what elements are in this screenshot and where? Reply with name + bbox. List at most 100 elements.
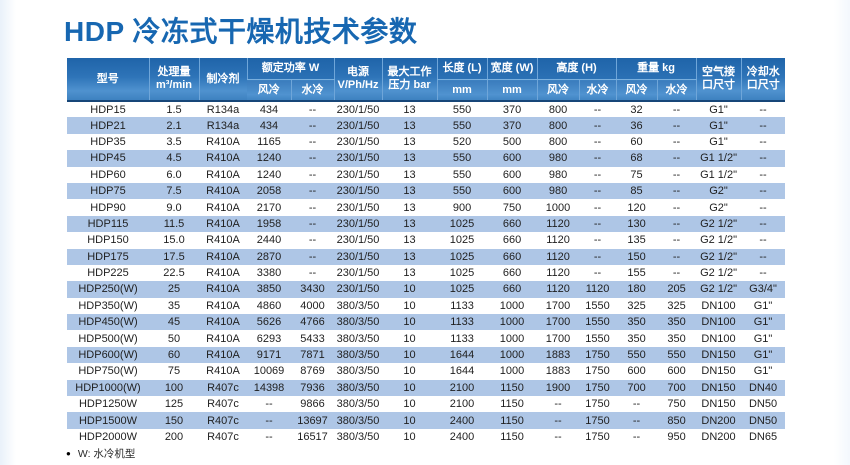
- table-cell: --: [593, 234, 602, 247]
- table-cell: DN150: [701, 349, 736, 362]
- table-row: HDP1250W 125 R407c -- 9866 380/3/50 10 2100 1150…: [67, 396, 785, 412]
- table-cell: --: [593, 135, 602, 148]
- table-cell: 500: [502, 135, 522, 148]
- table-cell: R410A: [206, 201, 240, 214]
- table-cell: HDP1000(W): [75, 381, 141, 394]
- table-cell: HDP600(W): [78, 349, 138, 362]
- header-width: 宽度 (W): [486, 58, 538, 80]
- table-cell: --: [672, 119, 681, 132]
- table-cell: 800: [548, 135, 568, 148]
- table-cell: 120: [627, 201, 646, 214]
- table-cell: 22.5: [163, 267, 185, 280]
- table-cell: HDP750(W): [78, 365, 138, 378]
- table-cell: DN150: [701, 398, 736, 411]
- table-cell: --: [265, 398, 273, 411]
- page-title: HDP 冷冻式干燥机技术参数: [64, 16, 418, 47]
- table-cell: 800: [548, 103, 568, 116]
- table-cell: --: [308, 201, 317, 214]
- table-cell: 1133: [450, 299, 474, 312]
- table-cell: 230/1/50: [336, 103, 380, 116]
- table-cell: 1133: [450, 316, 474, 329]
- table-cell: 550: [667, 349, 686, 362]
- table-cell: 380/3/50: [336, 349, 380, 362]
- table-cell: 3380: [256, 267, 282, 280]
- table-cell: R134a: [206, 103, 240, 116]
- table-cell: 1900: [545, 381, 571, 394]
- header-capacity: 处理量 m³/min: [148, 58, 199, 102]
- table-cell: R410A: [206, 250, 240, 263]
- table-cell: --: [308, 135, 317, 148]
- table-cell: 434: [259, 103, 279, 116]
- table-cell: 1240: [256, 152, 282, 165]
- table-cell: 10: [403, 316, 416, 329]
- table-cell: 32: [630, 103, 643, 116]
- table-cell: --: [554, 431, 562, 443]
- table-cell: 1750: [585, 431, 610, 443]
- table-cell: R410A: [206, 135, 240, 148]
- table-cell: 1120: [546, 250, 570, 263]
- table-cell: G1": [709, 135, 728, 148]
- table-cell: 1025: [449, 234, 475, 247]
- table-cell: 10: [403, 365, 416, 378]
- table-cell: G2": [709, 185, 728, 198]
- header-length-mm: mm: [436, 79, 488, 102]
- table-cell: 50: [167, 332, 181, 345]
- header-pressure-line2: 压力 bar: [388, 79, 431, 91]
- table-cell: --: [593, 185, 602, 198]
- table-cell: 434: [259, 119, 279, 132]
- table-cell: --: [593, 250, 602, 263]
- table-row: HDP2000W 200 R407c -- 16517 380/3/50 10 2400 115…: [67, 429, 785, 445]
- table-cell: --: [672, 135, 681, 148]
- table-cell: 35: [167, 299, 181, 312]
- header-rated-power: 额定功率 W: [246, 58, 335, 80]
- table-cell: --: [308, 152, 317, 165]
- table-cell: 150: [164, 414, 184, 427]
- table-cell: 5433: [300, 332, 325, 345]
- table-cell: R407c: [207, 398, 239, 411]
- table-cell: 750: [502, 201, 522, 214]
- table-cell: 2100: [449, 381, 475, 394]
- table-row: HDP150 15.0 R410A 2440 -- 230/1/50 13 1025 660 11…: [67, 232, 785, 248]
- table-cell: 9171: [256, 349, 282, 362]
- header-height-water: 水冷: [578, 79, 617, 102]
- table-row: HDP450(W) 45 R410A 5626 4766 380/3/50 10 1133 10…: [67, 314, 786, 331]
- table-cell: 230/1/50: [336, 217, 380, 230]
- table-cell: 11.5: [163, 217, 185, 230]
- table-cell: 10: [403, 431, 416, 443]
- table-cell: R410A: [206, 316, 240, 329]
- table-cell: 230/1/50: [336, 185, 380, 198]
- table-cell: HDP175: [87, 250, 129, 263]
- table-cell: --: [672, 217, 681, 230]
- table-cell: --: [672, 168, 681, 181]
- table-cell: 1958: [256, 217, 282, 230]
- table-cell: --: [632, 414, 641, 427]
- table-cell: DN50: [748, 414, 778, 427]
- table-cell: 1120: [546, 267, 570, 280]
- table-cell: 6.0: [166, 168, 182, 181]
- header-max-pressure: 最大工作 压力 bar: [381, 58, 438, 102]
- table-cell: --: [759, 185, 767, 198]
- table-cell: HDP75: [90, 185, 126, 198]
- table-cell: 13: [403, 217, 416, 230]
- table-cell: 325: [627, 299, 646, 312]
- table-cell: DN200: [701, 414, 736, 427]
- table-cell: 550: [452, 119, 472, 132]
- table-cell: 155: [627, 267, 646, 280]
- table-cell: 230/1/50: [336, 135, 380, 148]
- table-cell: 230/1/50: [336, 119, 380, 132]
- table-cell: 380/3/50: [336, 431, 380, 443]
- table-row: HDP75 7.5 R410A 2058 -- 230/1/50 13 550 600 980 --…: [67, 182, 786, 200]
- table-cell: HDP500(W): [78, 332, 138, 345]
- table-cell: 850: [667, 414, 686, 427]
- header-water-port-line2: 口尺寸: [746, 79, 780, 91]
- footnote: ● W: 水冷机型: [66, 446, 135, 461]
- table-cell: 4000: [300, 299, 325, 312]
- table-row: HDP45 4.5 R410A 1240 -- 230/1/50 13 550 600 980 --…: [67, 150, 786, 167]
- table-row: HDP350(W) 35 R410A 4860 4000 380/3/50 10 1133 10…: [67, 298, 785, 314]
- table-cell: R410A: [206, 365, 240, 378]
- table-cell: 1000: [499, 349, 525, 362]
- table-cell: 1000: [499, 365, 525, 378]
- table-cell: 370: [502, 119, 522, 132]
- table-cell: HDP1250W: [78, 398, 138, 411]
- table-cell: 4766: [300, 316, 325, 329]
